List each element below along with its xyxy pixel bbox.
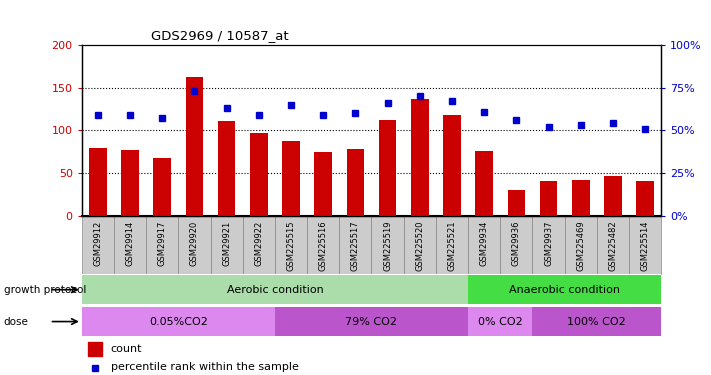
Text: GSM29936: GSM29936 bbox=[512, 220, 521, 266]
Bar bbox=[468, 307, 533, 336]
Text: 0.05%CO2: 0.05%CO2 bbox=[149, 316, 208, 327]
Bar bbox=[250, 133, 267, 216]
Text: Aerobic condition: Aerobic condition bbox=[227, 285, 324, 295]
FancyBboxPatch shape bbox=[307, 216, 339, 274]
Text: GSM29914: GSM29914 bbox=[126, 220, 134, 266]
Bar bbox=[476, 151, 493, 216]
Text: GDS2969 / 10587_at: GDS2969 / 10587_at bbox=[151, 30, 289, 42]
Text: 0% CO2: 0% CO2 bbox=[478, 316, 523, 327]
Bar bbox=[275, 307, 468, 336]
FancyBboxPatch shape bbox=[82, 216, 114, 274]
Text: GSM29937: GSM29937 bbox=[544, 220, 553, 266]
Bar bbox=[443, 115, 461, 216]
Text: GSM225521: GSM225521 bbox=[447, 220, 456, 271]
Text: growth protocol: growth protocol bbox=[4, 285, 86, 295]
Text: GSM225519: GSM225519 bbox=[383, 220, 392, 271]
Text: GSM225514: GSM225514 bbox=[641, 220, 650, 271]
Text: GSM225515: GSM225515 bbox=[287, 220, 296, 271]
Text: dose: dose bbox=[4, 316, 28, 327]
Bar bbox=[218, 121, 235, 216]
FancyBboxPatch shape bbox=[501, 216, 533, 274]
Bar bbox=[533, 307, 661, 336]
FancyBboxPatch shape bbox=[339, 216, 371, 274]
FancyBboxPatch shape bbox=[178, 216, 210, 274]
FancyBboxPatch shape bbox=[210, 216, 242, 274]
Text: 79% CO2: 79% CO2 bbox=[346, 316, 397, 327]
Text: GSM225520: GSM225520 bbox=[415, 220, 424, 271]
Text: Anaerobic condition: Anaerobic condition bbox=[509, 285, 620, 295]
FancyBboxPatch shape bbox=[404, 216, 436, 274]
FancyBboxPatch shape bbox=[629, 216, 661, 274]
Text: GSM29912: GSM29912 bbox=[93, 220, 102, 266]
Bar bbox=[508, 190, 525, 216]
Bar bbox=[82, 307, 275, 336]
Bar bbox=[604, 176, 622, 216]
Bar bbox=[121, 150, 139, 216]
Bar bbox=[82, 275, 468, 304]
Bar bbox=[89, 148, 107, 216]
FancyBboxPatch shape bbox=[146, 216, 178, 274]
FancyBboxPatch shape bbox=[114, 216, 146, 274]
Text: GSM29922: GSM29922 bbox=[255, 220, 263, 266]
Bar bbox=[87, 342, 102, 355]
FancyBboxPatch shape bbox=[533, 216, 565, 274]
Bar bbox=[379, 120, 397, 216]
Bar bbox=[540, 181, 557, 216]
Bar bbox=[314, 152, 332, 216]
Text: 100% CO2: 100% CO2 bbox=[567, 316, 626, 327]
Bar bbox=[572, 180, 589, 216]
Text: GSM29934: GSM29934 bbox=[480, 220, 488, 266]
FancyBboxPatch shape bbox=[275, 216, 307, 274]
Text: GSM225482: GSM225482 bbox=[609, 220, 617, 271]
Text: GSM225516: GSM225516 bbox=[319, 220, 328, 271]
Text: percentile rank within the sample: percentile rank within the sample bbox=[111, 363, 299, 372]
Bar bbox=[154, 159, 171, 216]
FancyBboxPatch shape bbox=[597, 216, 629, 274]
Text: GSM29921: GSM29921 bbox=[222, 220, 231, 266]
Bar bbox=[346, 149, 364, 216]
Bar bbox=[468, 275, 661, 304]
Text: GSM225469: GSM225469 bbox=[576, 220, 585, 271]
FancyBboxPatch shape bbox=[565, 216, 597, 274]
FancyBboxPatch shape bbox=[242, 216, 275, 274]
FancyBboxPatch shape bbox=[371, 216, 404, 274]
Text: GSM225517: GSM225517 bbox=[351, 220, 360, 271]
Text: count: count bbox=[111, 344, 142, 354]
Bar bbox=[411, 99, 429, 216]
Bar bbox=[636, 181, 654, 216]
FancyBboxPatch shape bbox=[436, 216, 468, 274]
Text: GSM29917: GSM29917 bbox=[158, 220, 167, 266]
FancyBboxPatch shape bbox=[468, 216, 501, 274]
Text: GSM29920: GSM29920 bbox=[190, 220, 199, 266]
Bar bbox=[282, 141, 300, 216]
Bar bbox=[186, 77, 203, 216]
